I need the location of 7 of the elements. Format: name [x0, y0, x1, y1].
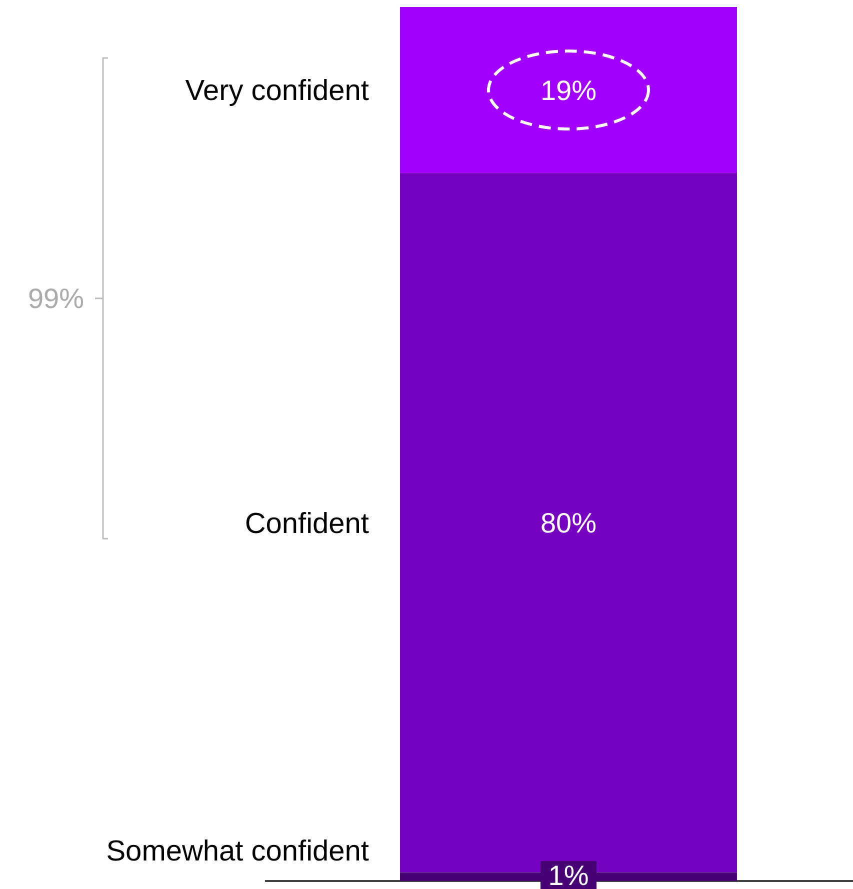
series-label: Very confident: [185, 75, 369, 108]
series-label: Somewhat confident: [106, 835, 369, 868]
data-label: 80%: [540, 507, 597, 538]
text: 99%: [28, 283, 84, 314]
data-label: 19%: [540, 74, 597, 106]
data-label: 1%: [548, 860, 589, 889]
series-label: Confident: [244, 508, 369, 540]
